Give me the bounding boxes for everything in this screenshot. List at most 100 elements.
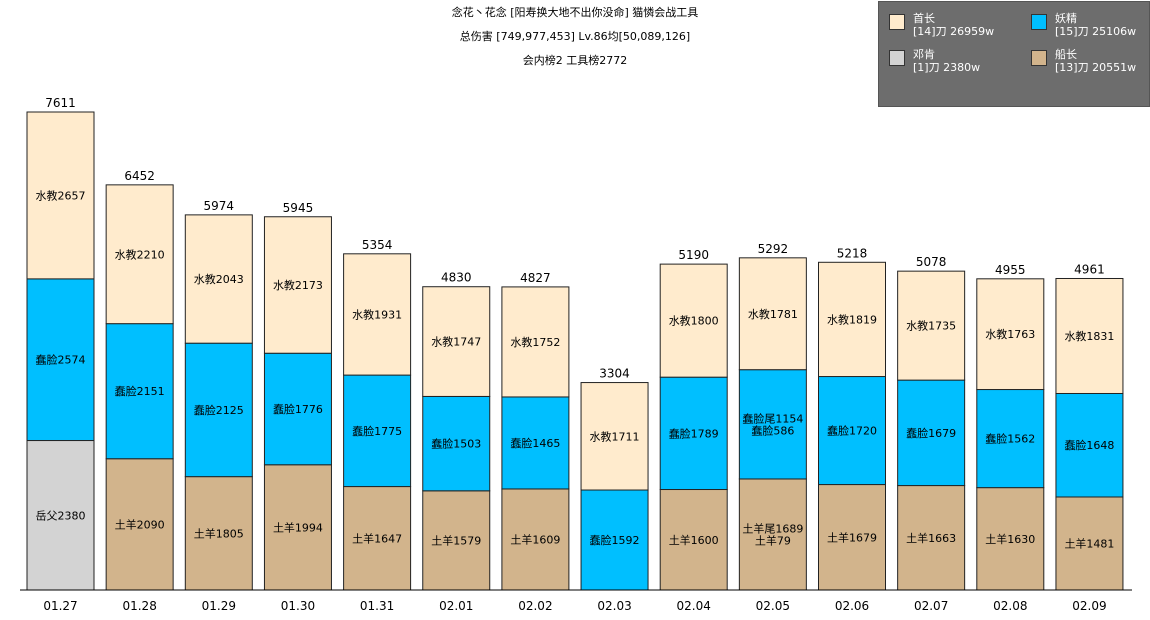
bar-segment — [580, 489, 649, 591]
segment-label: 蠢脸1465 — [510, 436, 560, 450]
total-label: 5078 — [916, 255, 947, 269]
segment-label: 水教1819 — [827, 313, 877, 326]
bar-segment — [897, 270, 966, 381]
legend-swatch — [1031, 14, 1047, 30]
segment-label: 土羊1600 — [669, 533, 719, 547]
segment-label: 蠢脸1679 — [906, 426, 956, 440]
segment-label: 水教1747 — [431, 336, 481, 349]
bar-segment — [422, 395, 491, 492]
legend-name: 邓肯 — [913, 48, 935, 61]
bar-segment — [105, 458, 174, 591]
segment-label: 水教1752 — [510, 336, 560, 349]
segment-label: 水教1735 — [906, 320, 956, 333]
legend-swatch — [889, 14, 905, 30]
category-label: 01.29 — [202, 599, 236, 613]
segment-label: 土羊2090 — [115, 517, 165, 531]
bar-segment — [501, 488, 570, 591]
bar-segment — [105, 323, 174, 460]
segment-label: 水教1781 — [748, 308, 798, 321]
segment-label: 岳父2380 — [36, 509, 86, 522]
total-label: 5354 — [362, 238, 393, 252]
legend-stat: [15]刀 25106w — [1055, 25, 1137, 38]
total-label: 3304 — [599, 367, 630, 381]
chart-subtitle-rank: 会内榜2 工具榜2772 — [522, 54, 628, 67]
category-label: 01.30 — [281, 599, 315, 613]
total-label: 5974 — [204, 199, 235, 213]
category-label: 02.01 — [439, 599, 473, 613]
bar-segment — [738, 257, 807, 371]
segment-label: 土羊1579 — [431, 533, 481, 547]
legend-swatch — [1031, 50, 1047, 66]
total-label: 6452 — [124, 169, 155, 183]
bar-segment — [818, 261, 886, 378]
segment-label: 蠢脸1648 — [1064, 438, 1114, 452]
segment-label: 土羊尾1689 — [742, 521, 803, 535]
bar-segment — [184, 214, 253, 344]
segment-label: 蠢脸1503 — [431, 437, 481, 451]
bar-segment — [976, 389, 1045, 489]
total-label: 4827 — [520, 271, 551, 285]
segment-label: 水教1931 — [352, 308, 402, 321]
legend-item-chuanzhang: 船长 [13]刀 20551w — [1031, 44, 1150, 80]
segment-label: 蠢脸586 — [751, 423, 794, 437]
segment-label: 水教1831 — [1064, 330, 1114, 343]
total-label: 7611 — [45, 96, 76, 110]
bar-segment — [263, 464, 332, 591]
bar-segment — [738, 369, 807, 480]
segment-label: 土羊1679 — [827, 530, 877, 544]
legend-swatch — [889, 50, 905, 66]
segment-label: 蠢脸1789 — [669, 426, 719, 440]
bar-segment — [501, 396, 570, 490]
segment-label: 土羊1805 — [194, 526, 244, 540]
bar-segment — [659, 376, 728, 491]
legend-stat: [1]刀 2380w — [913, 61, 981, 74]
legend-name: 首长 — [913, 12, 935, 25]
bar-segment — [659, 263, 728, 378]
legend-item-dengken: 邓肯 [1]刀 2380w — [889, 44, 1019, 80]
legend-stat: [13]刀 20551w — [1055, 61, 1137, 74]
legend-stat: [14]刀 26959w — [913, 25, 995, 38]
category-label: 02.06 — [835, 599, 869, 613]
chart-subtitle-damage: 总伤害 [749,977,453] Lv.86均[50,089,126] — [459, 30, 691, 43]
bar-segment — [1055, 392, 1124, 498]
segment-label: 蠢脸2151 — [115, 384, 165, 398]
category-label: 02.05 — [756, 599, 790, 613]
total-label: 4830 — [441, 271, 472, 285]
category-label: 02.03 — [597, 599, 631, 613]
bar-segment — [184, 342, 253, 478]
segment-label: 水教2043 — [194, 273, 244, 286]
legend-item-yaojing: 妖精 [15]刀 25106w — [1031, 8, 1150, 44]
total-label: 5190 — [678, 248, 709, 262]
segment-label: 土羊1630 — [985, 532, 1035, 546]
bar-segment — [976, 487, 1045, 591]
segment-label: 水教2173 — [273, 279, 323, 292]
segment-label: 水教1800 — [669, 315, 719, 328]
bar-segment — [26, 278, 95, 442]
segment-label: 土羊1663 — [906, 531, 956, 545]
category-label: 02.07 — [914, 599, 948, 613]
segment-label: 土羊79 — [755, 533, 791, 547]
segment-label: 水教1711 — [590, 430, 640, 443]
legend: 首长 [14]刀 26959w 妖精 [15]刀 25106w 邓肯 [1]刀 … — [878, 1, 1150, 107]
segment-label: 土羊1647 — [352, 531, 402, 545]
category-label: 02.04 — [677, 599, 711, 613]
bar-segment — [580, 382, 649, 491]
category-label: 01.28 — [122, 599, 156, 613]
segment-label: 蠢脸2574 — [36, 353, 86, 367]
bar-segment — [26, 111, 95, 280]
segment-label: 蠢脸2125 — [194, 403, 244, 417]
segment-label: 蠢脸尾1154 — [742, 411, 803, 425]
bar-segment — [263, 216, 332, 354]
segment-label: 蠢脸1775 — [352, 424, 402, 438]
bar-segment — [184, 476, 253, 591]
bar-segment — [501, 286, 570, 398]
legend-name: 妖精 — [1055, 12, 1077, 25]
segment-label: 水教2657 — [36, 189, 86, 202]
segment-label: 蠢脸1562 — [985, 432, 1035, 446]
total-label: 5945 — [283, 201, 314, 215]
total-label: 5292 — [758, 242, 789, 256]
segment-label: 土羊1994 — [273, 520, 323, 534]
total-label: 4961 — [1074, 262, 1105, 276]
segment-label: 土羊1481 — [1064, 536, 1114, 550]
segment-label: 水教2210 — [115, 248, 165, 261]
